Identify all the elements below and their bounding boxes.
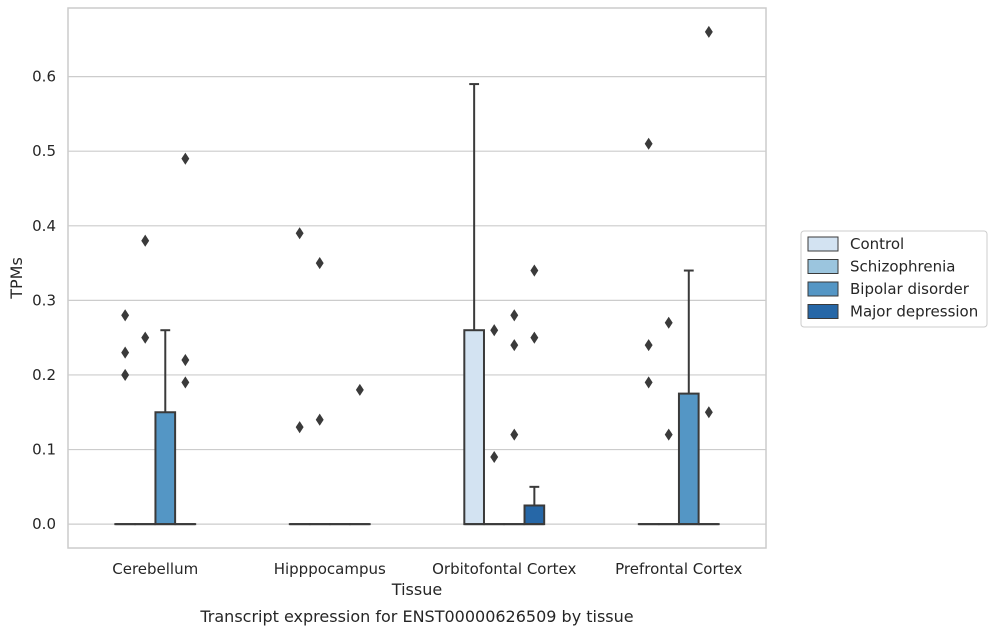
legend-label: Control <box>850 235 904 253</box>
box <box>463 329 485 526</box>
outlier-point <box>704 406 713 419</box>
outlier-point <box>121 309 130 322</box>
outlier-point <box>530 264 539 277</box>
y-tick-label: 0.1 <box>32 441 56 459</box>
outlier-point <box>141 234 150 247</box>
outlier-point <box>295 421 304 434</box>
outlier-point <box>121 346 130 359</box>
plot-frame <box>67 7 767 549</box>
box <box>677 392 700 526</box>
y-tick-label: 0.4 <box>32 217 56 235</box>
y-tick-label: 0.0 <box>32 515 56 533</box>
outlier-point <box>644 137 653 150</box>
legend-label: Bipolar disorder <box>850 280 970 298</box>
outlier-point <box>181 152 190 165</box>
y-tick-label: 0.6 <box>32 68 56 86</box>
outlier-point <box>295 227 304 240</box>
outlier-point <box>181 353 190 367</box>
x-axis-ticks: Cerebellum Hipppocampus Orbitofontal Corte… <box>112 560 742 578</box>
outlier-point <box>510 339 519 352</box>
legend-frame <box>800 230 988 328</box>
x-tick-label: Prefrontal Cortex <box>615 560 742 578</box>
legend-swatch <box>807 259 839 274</box>
outlier-point <box>510 428 519 441</box>
legend-swatch <box>807 236 839 252</box>
y-tick-label: 0.5 <box>32 142 56 160</box>
outlier-point <box>664 316 673 329</box>
y-tick-label: 0.2 <box>32 366 56 384</box>
legend-label: Schizophrenia <box>850 258 955 276</box>
x-axis-label: Tissue <box>391 580 442 599</box>
outlier-point <box>490 450 499 464</box>
outlier-point <box>181 376 190 389</box>
outlier-point <box>315 413 324 426</box>
legend-swatch <box>807 281 839 297</box>
box-series <box>114 25 720 526</box>
box <box>154 411 177 526</box>
outlier-point <box>141 331 150 344</box>
outlier-point <box>315 257 324 270</box>
outlier-point <box>664 428 673 441</box>
outlier-point <box>490 324 499 337</box>
x-tick-label: Orbitofontal Cortex <box>432 560 576 578</box>
outlier-point <box>644 376 653 389</box>
grid-lines <box>68 76 766 525</box>
outlier-point <box>121 368 130 382</box>
outlier-point <box>704 25 713 38</box>
x-tick-label: Hipppocampus <box>274 560 386 578</box>
legend-label: Major depression <box>850 303 978 321</box>
y-tick-label: 0.3 <box>32 291 56 309</box>
outlier-point <box>644 339 653 352</box>
outlier-point <box>355 383 364 396</box>
y-axis-label: TPMs <box>7 257 26 300</box>
legend: Control Schizophrenia Bipolar disorder Majo… <box>800 230 988 328</box>
y-axis-ticks: 0.0 0.1 0.2 0.3 0.4 0.5 0.6 <box>32 68 56 534</box>
outlier-point <box>530 331 539 344</box>
legend-swatch <box>807 304 839 319</box>
box <box>523 504 546 526</box>
outlier-point <box>510 309 519 322</box>
chart-title: Transcript expression for ENST0000062650… <box>199 607 633 626</box>
x-tick-label: Cerebellum <box>112 560 198 578</box>
